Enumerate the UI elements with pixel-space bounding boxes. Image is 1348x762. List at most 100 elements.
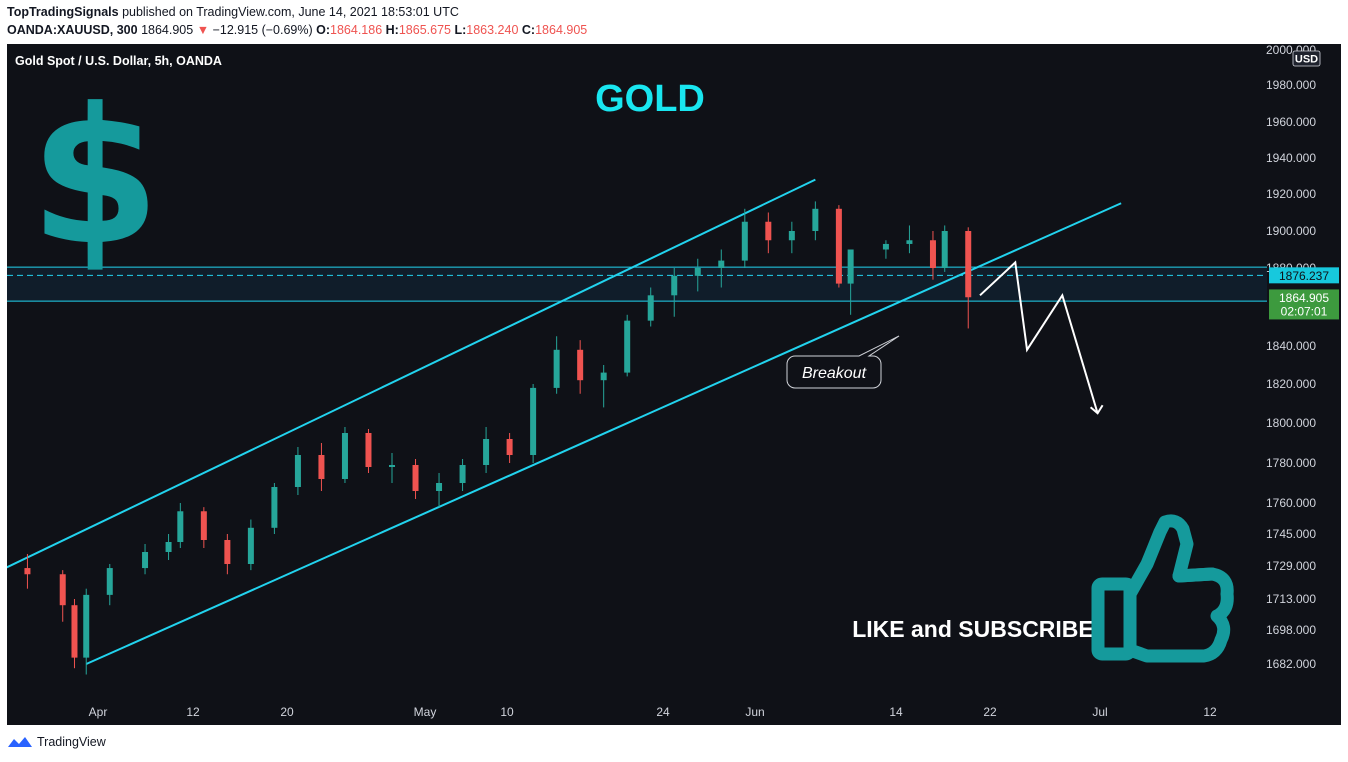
y-tick-label: 1682.000 (1266, 657, 1316, 671)
chart-background (7, 44, 1341, 725)
candle-body (929, 240, 936, 268)
candle-body (941, 231, 948, 268)
cta-text: LIKE and SUBSCRIBE (852, 616, 1094, 642)
candle-body (671, 275, 678, 296)
candle-body (694, 268, 701, 276)
y-tick-label: 1840.000 (1266, 339, 1316, 353)
y-tick-label: 1900.000 (1266, 224, 1316, 238)
candle-body (389, 465, 395, 467)
dollar-sign-icon: $ (30, 68, 161, 287)
candle-body (412, 465, 419, 491)
candle-body (59, 574, 66, 606)
y-tick-label: 1980.000 (1266, 78, 1316, 92)
x-tick-label: 10 (500, 705, 514, 719)
candle-body (882, 243, 889, 250)
y-tick-label: 1920.000 (1266, 187, 1316, 201)
y-tick-label: 1800.000 (1266, 416, 1316, 430)
candle-body (459, 465, 466, 483)
close-value: 1864.905 (535, 23, 588, 37)
y-tick-label: 1760.000 (1266, 496, 1316, 510)
candle-body (765, 221, 772, 241)
x-tick-label: Jul (1092, 705, 1107, 719)
candle-body (483, 439, 490, 465)
y-tick-label: 1960.000 (1266, 115, 1316, 129)
tradingview-logo-icon (8, 737, 32, 747)
candle-body (142, 552, 149, 569)
candle-body (271, 487, 278, 528)
high-label: H: (385, 23, 399, 37)
x-tick-label: 12 (1203, 705, 1217, 719)
candle-body (318, 455, 325, 479)
candle-body (835, 208, 842, 284)
candle-body (553, 349, 560, 388)
candle-body (247, 527, 254, 564)
resistance-zone (7, 267, 1267, 302)
projection-arrow-icon (1089, 404, 1104, 415)
candle-body (24, 568, 31, 575)
x-tick-label: 22 (983, 705, 997, 719)
candle-body (530, 387, 537, 455)
low-value: 1863.240 (466, 23, 519, 37)
candle-body (341, 433, 348, 479)
thumbs-up-icon (1172, 567, 1219, 583)
candle-body (106, 568, 113, 595)
down-arrow-icon: ▼ (196, 23, 210, 37)
candle-body (624, 320, 631, 373)
candle-body (294, 455, 301, 487)
projection-path (979, 260, 1099, 414)
candle-body (436, 483, 443, 491)
candle-body (647, 295, 654, 321)
footer: TradingView (7, 735, 106, 749)
price-axis (1267, 44, 1341, 725)
y-tick-label: 1780.000 (1266, 456, 1316, 470)
x-tick-label: Jun (745, 705, 764, 719)
chart-title: Gold Spot / U.S. Dollar, 5h, OANDA (15, 54, 222, 68)
chart-area[interactable]: Breakout Gold Spot / U.S. Dollar, 5h, OAN… (7, 44, 1341, 725)
candle-body (600, 372, 607, 381)
x-tick-label: 24 (656, 705, 670, 719)
currency-label: USD (1295, 54, 1318, 66)
gold-title: GOLD (595, 78, 705, 120)
candle-body (506, 439, 513, 455)
x-tick-label: 20 (280, 705, 294, 719)
candle-body (965, 231, 972, 298)
ohlc-line: OANDA:XAUUSD, 300 1864.905 ▼ −12.915 (−0… (7, 23, 587, 37)
candle-body (741, 221, 748, 261)
candle-body (906, 240, 913, 244)
candle-body (365, 433, 372, 467)
candle-body (177, 511, 184, 542)
candle-body (577, 349, 584, 381)
y-tick-label: 1713.000 (1266, 592, 1316, 606)
publish-info: TopTradingSignals published on TradingVi… (7, 5, 459, 19)
breakout-label: Breakout (802, 365, 867, 382)
x-tick-label: 12 (186, 705, 200, 719)
channel-lower-line (85, 202, 1122, 665)
high-value: 1865.675 (398, 23, 451, 37)
author-name[interactable]: TopTradingSignals (7, 5, 119, 19)
thumbs-up-icon (1091, 514, 1234, 663)
published-text: published on TradingView.com, June 14, 2… (122, 5, 459, 19)
candle-body (788, 231, 795, 241)
candle-body (718, 260, 725, 268)
level-price-tag (1269, 267, 1339, 284)
last-price-tag (1269, 289, 1339, 320)
candle-body (200, 511, 207, 540)
candle-body (83, 594, 90, 658)
y-tick-label: 1745.000 (1266, 527, 1316, 541)
candle-body (224, 540, 231, 564)
x-tick-label: Apr (89, 705, 108, 719)
open-value: 1864.186 (330, 23, 383, 37)
y-tick-label: 1729.000 (1266, 559, 1316, 573)
thumbs-up-icon (1123, 514, 1234, 663)
symbol-label: OANDA:XAUUSD, 300 (7, 23, 138, 37)
channel-upper-line (7, 178, 816, 569)
price-chart[interactable]: Breakout Gold Spot / U.S. Dollar, 5h, OAN… (7, 44, 1341, 725)
level-price-label: 1876.237 (1279, 269, 1329, 283)
low-label: L: (454, 23, 467, 37)
y-tick-label: 1940.000 (1266, 151, 1316, 165)
candle-body (847, 249, 854, 284)
footer-brand[interactable]: TradingView (37, 735, 106, 749)
candle-body (71, 605, 78, 658)
last-price: 1864.905 (141, 23, 194, 37)
breakout-callout (786, 335, 900, 389)
